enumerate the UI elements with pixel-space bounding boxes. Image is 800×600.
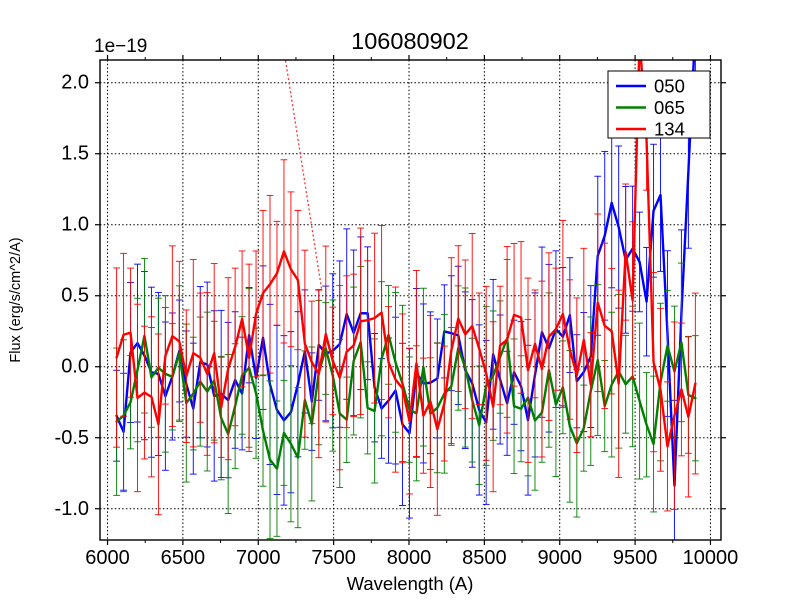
svg-text:7000: 7000 (236, 547, 281, 569)
svg-text:10000: 10000 (683, 547, 739, 569)
svg-text:Wavelength (A): Wavelength (A) (347, 573, 474, 594)
svg-text:1e−19: 1e−19 (94, 36, 147, 57)
svg-text:-0.5: -0.5 (55, 427, 89, 449)
svg-text:8500: 8500 (462, 547, 507, 569)
svg-text:065: 065 (654, 97, 685, 118)
svg-text:-1.0: -1.0 (55, 498, 89, 520)
svg-text:6000: 6000 (85, 547, 130, 569)
svg-text:134: 134 (654, 119, 685, 140)
svg-text:9000: 9000 (537, 547, 582, 569)
svg-text:7500: 7500 (311, 547, 356, 569)
svg-text:8000: 8000 (387, 547, 432, 569)
svg-text:106080902: 106080902 (351, 28, 469, 54)
svg-text:1.5: 1.5 (61, 143, 89, 165)
svg-text:0.0: 0.0 (61, 356, 89, 378)
svg-text:9500: 9500 (613, 547, 658, 569)
svg-text:0.5: 0.5 (61, 285, 89, 307)
svg-text:1.0: 1.0 (61, 214, 89, 236)
svg-text:2.0: 2.0 (61, 72, 89, 94)
svg-text:6500: 6500 (161, 547, 206, 569)
svg-text:050: 050 (654, 76, 685, 97)
